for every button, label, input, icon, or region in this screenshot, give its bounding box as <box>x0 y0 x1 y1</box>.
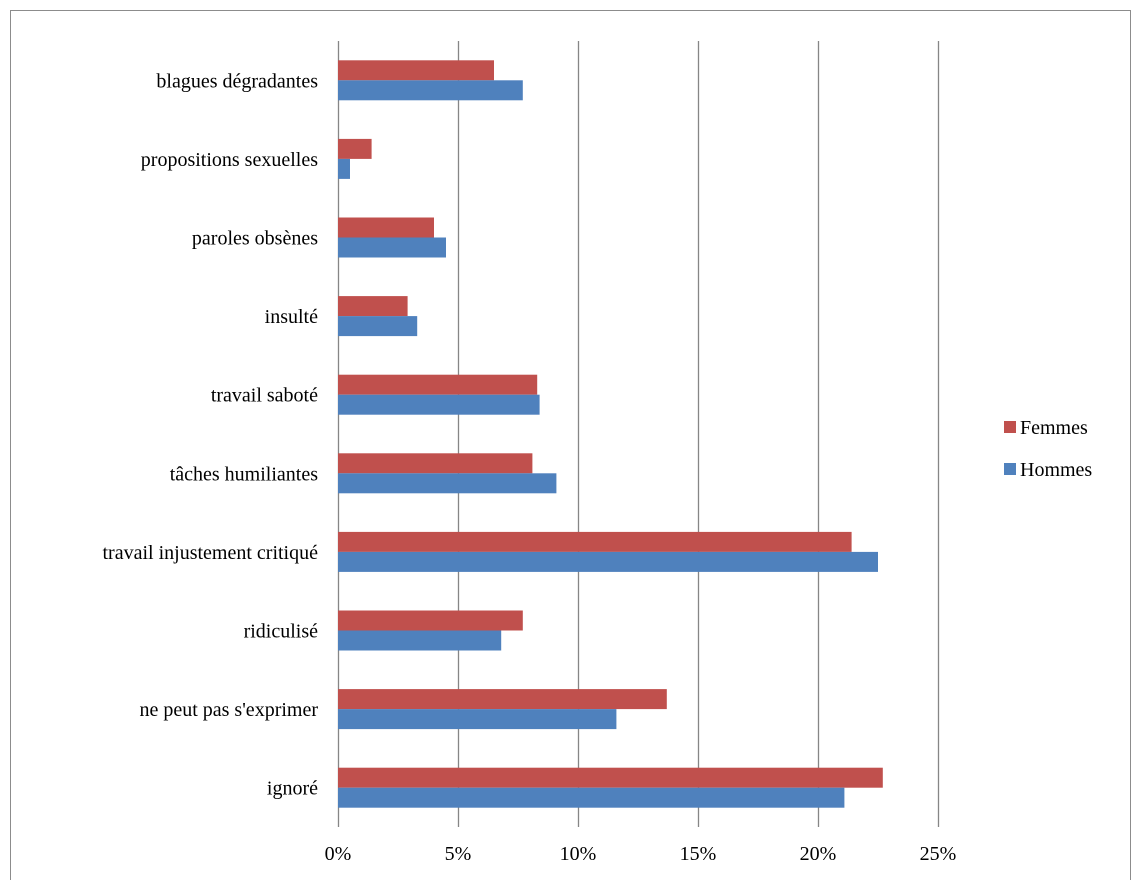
bar-hommes-8 <box>338 158 350 179</box>
category-label: travail injustement critiqué <box>103 542 319 564</box>
bar-femmes-6 <box>338 296 408 317</box>
bar-hommes-4 <box>338 473 557 494</box>
bar-hommes-7 <box>338 237 446 258</box>
category-label: blagues dégradantes <box>156 70 318 92</box>
legend: Femmes Hommes <box>1004 417 1092 481</box>
legend-swatch-hommes <box>1004 463 1016 475</box>
category-label: ne peut pas s'exprimer <box>139 699 318 721</box>
category-label: insulté <box>265 306 318 328</box>
bar-femmes-9 <box>338 60 494 81</box>
bar-hommes-6 <box>338 316 418 337</box>
bar-femmes-8 <box>338 138 372 159</box>
category-label: ridiculisé <box>244 621 319 643</box>
category-labels: ignoré ne peut pas s'exprimer ridiculisé tr… <box>103 70 319 799</box>
bar-femmes-4 <box>338 453 533 474</box>
bars <box>338 60 883 808</box>
bar-hommes-5 <box>338 394 540 415</box>
bar-femmes-3 <box>338 531 852 552</box>
category-label: tâches humiliantes <box>170 463 319 485</box>
x-axis-tick-labels: 0% 5% 10% 15% 20% 25% <box>325 843 957 865</box>
x-tick-label: 25% <box>920 843 957 865</box>
x-tick-label: 10% <box>560 843 597 865</box>
bar-hommes-3 <box>338 551 878 572</box>
category-label: travail saboté <box>211 385 318 407</box>
category-label: ignoré <box>267 778 318 800</box>
category-label: propositions sexuelles <box>141 149 318 171</box>
bar-hommes-2 <box>338 630 502 651</box>
bar-hommes-0 <box>338 787 845 808</box>
bar-femmes-2 <box>338 610 523 631</box>
category-label: paroles obsènes <box>192 228 318 250</box>
x-tick-label: 15% <box>680 843 717 865</box>
bar-femmes-5 <box>338 374 538 395</box>
x-tick-label: 5% <box>445 843 472 865</box>
legend-label-femmes: Femmes <box>1020 417 1088 439</box>
bar-femmes-0 <box>338 767 883 788</box>
x-tick-label: 20% <box>800 843 837 865</box>
legend-swatch-femmes <box>1004 421 1016 433</box>
legend-label-hommes: Hommes <box>1020 459 1092 481</box>
chart-frame <box>10 10 1131 880</box>
bar-hommes-1 <box>338 709 617 730</box>
bar-hommes-9 <box>338 80 523 101</box>
bar-femmes-1 <box>338 689 667 710</box>
x-tick-label: 0% <box>325 843 352 865</box>
bar-femmes-7 <box>338 217 434 238</box>
